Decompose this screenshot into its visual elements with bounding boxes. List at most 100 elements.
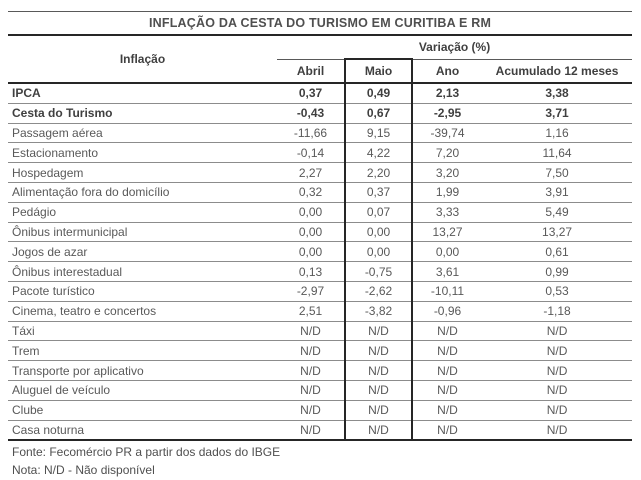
value-cell: 0,32 [277, 182, 345, 203]
source-note: Fonte: Fecomércio PR a partir dos dados … [12, 445, 281, 459]
value-cell: 13,27 [412, 222, 482, 243]
row-label: Pacote turístico [8, 281, 277, 302]
row-header-label: Inflação [8, 35, 277, 84]
value-cell: 3,91 [482, 182, 633, 203]
row-label: Clube [8, 400, 277, 421]
row-label: Alimentação fora do domicílio [8, 182, 277, 203]
value-group-header: Variação (%) [277, 35, 633, 60]
value-cell: 0,00 [277, 222, 345, 243]
value-cell: -2,95 [412, 103, 482, 124]
value-cell: N/D [482, 360, 633, 381]
value-cell: -2,62 [344, 281, 413, 302]
table-row: Ônibus interestadual 0,13 -0,75 3,61 0,99 [8, 261, 633, 282]
value-cell: N/D [277, 340, 345, 362]
value-cell: 0,07 [344, 202, 413, 223]
value-cell: N/D [412, 340, 482, 362]
row-label: Hospedagem [8, 162, 277, 183]
value-cell: 2,13 [412, 83, 482, 104]
table-row: Clube N/D N/D N/D N/D [8, 400, 633, 421]
value-cell: 4,22 [344, 142, 413, 164]
column-header-acumulado: Acumulado 12 meses [482, 59, 633, 84]
value-cell: 0,00 [344, 222, 413, 243]
value-cell: N/D [277, 420, 345, 442]
value-cell: N/D [482, 340, 633, 362]
value-cell: -0,14 [277, 142, 345, 164]
value-cell: 2,27 [277, 162, 345, 183]
table-row: Aluguel de veículo N/D N/D N/D N/D [8, 380, 633, 401]
group-header-row: Inflação Variação (%) [8, 35, 633, 84]
table-row: Trem N/D N/D N/D N/D [8, 340, 633, 362]
row-label: Ônibus interestadual [8, 261, 277, 282]
value-cell: 0,13 [277, 261, 345, 282]
value-cell: 0,00 [277, 202, 345, 223]
value-cell: 1,16 [482, 123, 633, 144]
value-cell: -1,18 [482, 301, 633, 322]
value-cell: N/D [277, 321, 345, 342]
value-cell: N/D [277, 360, 345, 381]
value-cell: N/D [482, 400, 633, 421]
table-row: Casa noturna N/D N/D N/D N/D [8, 420, 633, 442]
value-cell: -0,43 [277, 103, 345, 124]
value-cell: -0,96 [412, 301, 482, 322]
table-row: Estacionamento -0,14 4,22 7,20 11,64 [8, 142, 633, 164]
table-row: Alimentação fora do domicílio 0,32 0,37 1,9… [8, 182, 633, 203]
table-row: Jogos de azar 0,00 0,00 0,00 0,61 [8, 241, 633, 263]
value-cell: 0,00 [277, 241, 345, 263]
table-row: Ônibus intermunicipal 0,00 0,00 13,27 13,27 [8, 222, 633, 243]
row-label: Trem [8, 340, 277, 362]
table-title: INFLAÇÃO DA CESTA DO TURISMO EM CURITIBA… [8, 11, 633, 36]
value-cell: -10,11 [412, 281, 482, 302]
row-label: Estacionamento [8, 142, 277, 164]
value-cell: 3,71 [482, 103, 633, 124]
value-cell: N/D [412, 380, 482, 401]
value-cell: 1,99 [412, 182, 482, 203]
value-cell: 13,27 [482, 222, 633, 243]
value-cell: 0,00 [344, 241, 413, 263]
value-cell: N/D [344, 321, 413, 342]
row-label: Aluguel de veículo [8, 380, 277, 401]
table-title-row: INFLAÇÃO DA CESTA DO TURISMO EM CURITIBA… [8, 11, 633, 36]
value-cell: N/D [344, 360, 413, 381]
value-cell: N/D [344, 380, 413, 401]
column-header-maio: Maio [344, 58, 413, 84]
availability-note: Nota: N/D - Não disponível [12, 463, 155, 477]
table-row: Passagem aérea -11,66 9,15 -39,74 1,16 [8, 123, 633, 144]
value-cell: 7,50 [482, 162, 633, 183]
value-cell: 2,51 [277, 301, 345, 322]
value-cell: N/D [412, 400, 482, 421]
table-body: IPCA 0,37 0,49 2,13 3,38 Cesta do Turismo -0,4… [8, 83, 633, 442]
table-row: Cinema, teatro e concertos 2,51 -3,82 -0,96… [8, 301, 633, 322]
column-header-abril: Abril [277, 59, 345, 84]
value-cell: N/D [482, 380, 633, 401]
value-cell: N/D [277, 400, 345, 421]
inflation-table: INFLAÇÃO DA CESTA DO TURISMO EM CURITIBA… [8, 11, 633, 442]
value-cell: 3,33 [412, 202, 482, 223]
value-cell: 0,67 [344, 103, 413, 124]
table-row: Transporte por aplicativo N/D N/D N/D N/D [8, 360, 633, 381]
row-label: Ônibus intermunicipal [8, 222, 277, 243]
value-cell: 2,20 [344, 162, 413, 183]
value-cell: N/D [344, 400, 413, 421]
row-label: Jogos de azar [8, 241, 277, 263]
row-label: Casa noturna [8, 420, 277, 442]
value-cell: 9,15 [344, 123, 413, 144]
table-row: Cesta do Turismo -0,43 0,67 -2,95 3,71 [8, 103, 633, 124]
value-cell: 0,37 [344, 182, 413, 203]
value-cell: 0,61 [482, 241, 633, 263]
value-cell: 3,61 [412, 261, 482, 282]
table-row: Pedágio 0,00 0,07 3,33 5,49 [8, 202, 633, 223]
column-header-ano: Ano [412, 59, 482, 84]
value-cell: N/D [277, 380, 345, 401]
value-cell: 0,00 [412, 241, 482, 263]
value-cell: 0,53 [482, 281, 633, 302]
row-label: Cesta do Turismo [8, 103, 277, 124]
value-cell: N/D [412, 360, 482, 381]
value-cell: 3,38 [482, 83, 633, 104]
value-cell: 11,64 [482, 142, 633, 164]
value-cell: N/D [344, 420, 413, 442]
value-cell: N/D [482, 321, 633, 342]
row-label: Passagem aérea [8, 123, 277, 144]
table-row: Hospedagem 2,27 2,20 3,20 7,50 [8, 162, 633, 183]
table-row: Táxi N/D N/D N/D N/D [8, 321, 633, 342]
